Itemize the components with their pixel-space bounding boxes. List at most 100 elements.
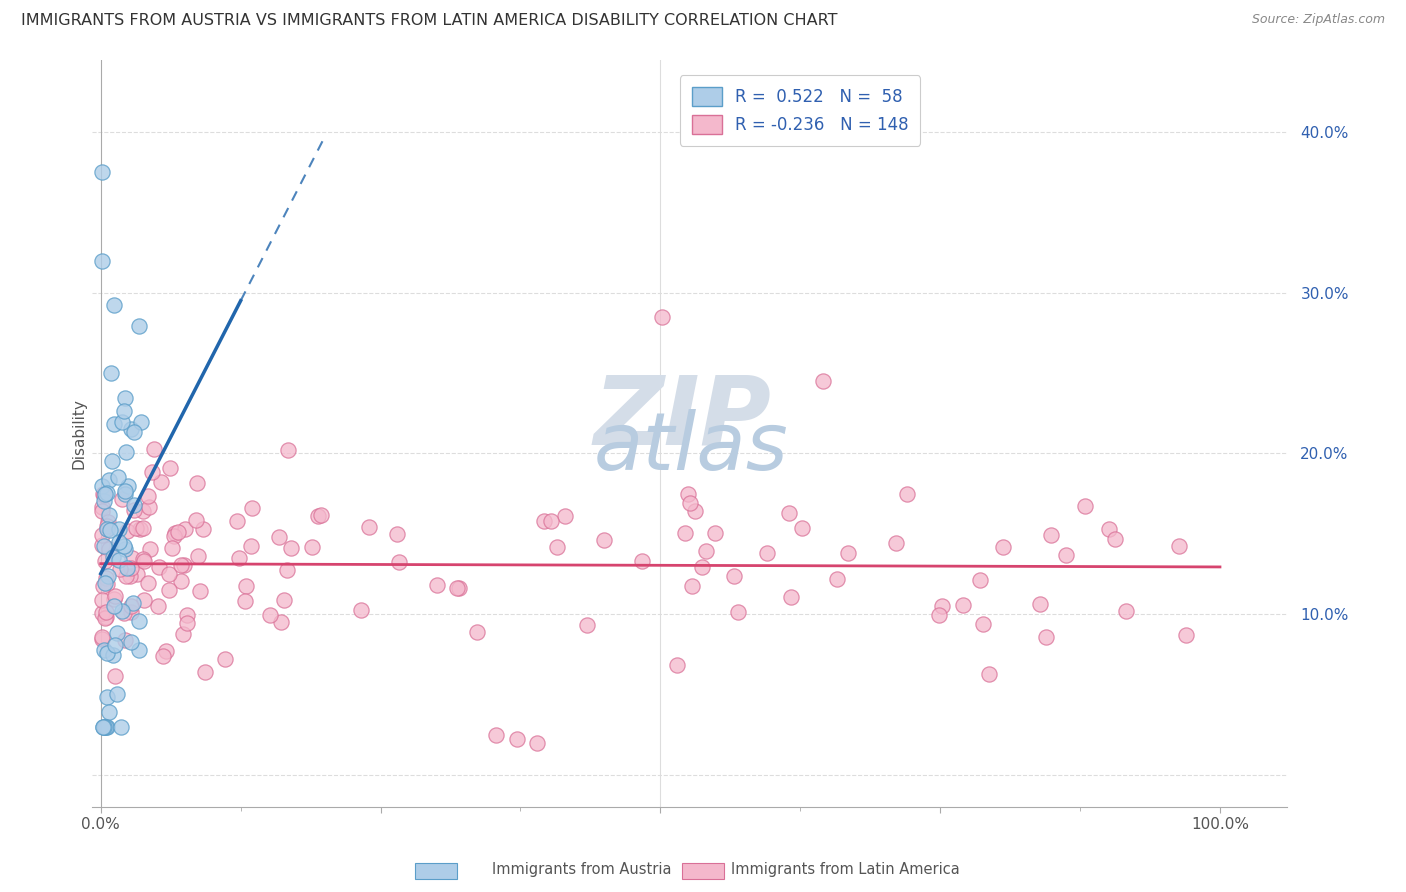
Point — [90, 253, 112, 268]
Point — [173, 558, 195, 572]
Point — [125, 566, 148, 581]
Point — [96, 720, 118, 734]
Point — [96, 577, 118, 591]
Point — [96, 522, 118, 536]
Point — [188, 584, 211, 599]
Point — [1115, 604, 1137, 618]
Point — [90, 593, 112, 607]
Point — [277, 443, 299, 458]
Point — [115, 568, 138, 582]
Point — [128, 643, 150, 657]
Point — [146, 599, 169, 613]
Point — [96, 690, 118, 705]
Point — [1039, 528, 1062, 542]
Point — [91, 606, 114, 620]
Point — [104, 669, 127, 683]
Point — [778, 506, 800, 520]
Point — [1029, 597, 1052, 611]
Point — [128, 318, 150, 333]
Point — [96, 609, 118, 624]
Point — [301, 540, 323, 554]
Point — [94, 554, 117, 568]
Point — [163, 529, 186, 543]
Point — [676, 487, 699, 501]
Point — [122, 498, 145, 512]
Point — [94, 571, 117, 585]
Point — [90, 632, 112, 646]
Point — [120, 560, 142, 574]
Point — [117, 479, 139, 493]
Point — [90, 504, 112, 518]
Point — [114, 632, 136, 647]
Point — [837, 545, 859, 559]
Point — [96, 519, 118, 533]
Point — [159, 460, 181, 475]
Point — [114, 391, 136, 405]
Point — [170, 574, 193, 589]
Point — [235, 579, 257, 593]
Point — [90, 165, 112, 179]
Point — [240, 539, 263, 553]
Point — [533, 514, 555, 528]
Point — [91, 720, 114, 734]
Point — [94, 576, 117, 591]
Point — [98, 508, 121, 523]
Point — [827, 573, 849, 587]
Point — [139, 542, 162, 557]
Point — [90, 500, 112, 515]
Point — [120, 569, 142, 583]
Point — [273, 592, 295, 607]
Point — [108, 562, 131, 576]
Point — [104, 589, 127, 603]
Point — [98, 523, 121, 537]
Point — [160, 541, 183, 556]
Point — [100, 366, 122, 380]
Point — [103, 599, 125, 613]
Point — [114, 487, 136, 501]
Point — [790, 521, 813, 535]
Point — [152, 649, 174, 664]
Point — [972, 617, 994, 632]
Point — [132, 552, 155, 566]
Point — [1175, 628, 1198, 642]
Point — [129, 522, 152, 536]
Point — [93, 539, 115, 553]
Point — [228, 551, 250, 566]
Point — [93, 494, 115, 508]
Point — [120, 599, 142, 613]
Point — [98, 541, 121, 556]
Point — [96, 522, 118, 536]
Point — [485, 728, 508, 742]
Point — [129, 416, 152, 430]
Point — [93, 720, 115, 734]
Point — [93, 720, 115, 734]
Point — [259, 607, 281, 622]
Point — [122, 502, 145, 516]
Point — [157, 567, 180, 582]
Point — [112, 404, 135, 418]
Point — [467, 625, 489, 640]
Text: Immigrants from Latin America: Immigrants from Latin America — [731, 863, 960, 877]
Point — [132, 593, 155, 607]
Point — [307, 508, 329, 523]
Point — [350, 603, 373, 617]
Point — [214, 651, 236, 665]
Point — [115, 524, 138, 538]
Point — [779, 591, 801, 605]
Point — [97, 568, 120, 582]
Point — [114, 483, 136, 498]
Point — [187, 549, 209, 563]
Point — [931, 599, 953, 614]
Point — [131, 504, 153, 518]
Point — [105, 686, 128, 700]
Point — [105, 625, 128, 640]
Point — [121, 550, 143, 565]
Point — [186, 475, 208, 490]
Point — [97, 515, 120, 529]
Point — [1104, 532, 1126, 546]
Point — [128, 614, 150, 628]
Point — [172, 627, 194, 641]
Point — [651, 310, 673, 324]
Point — [592, 533, 614, 548]
Point — [93, 487, 115, 501]
